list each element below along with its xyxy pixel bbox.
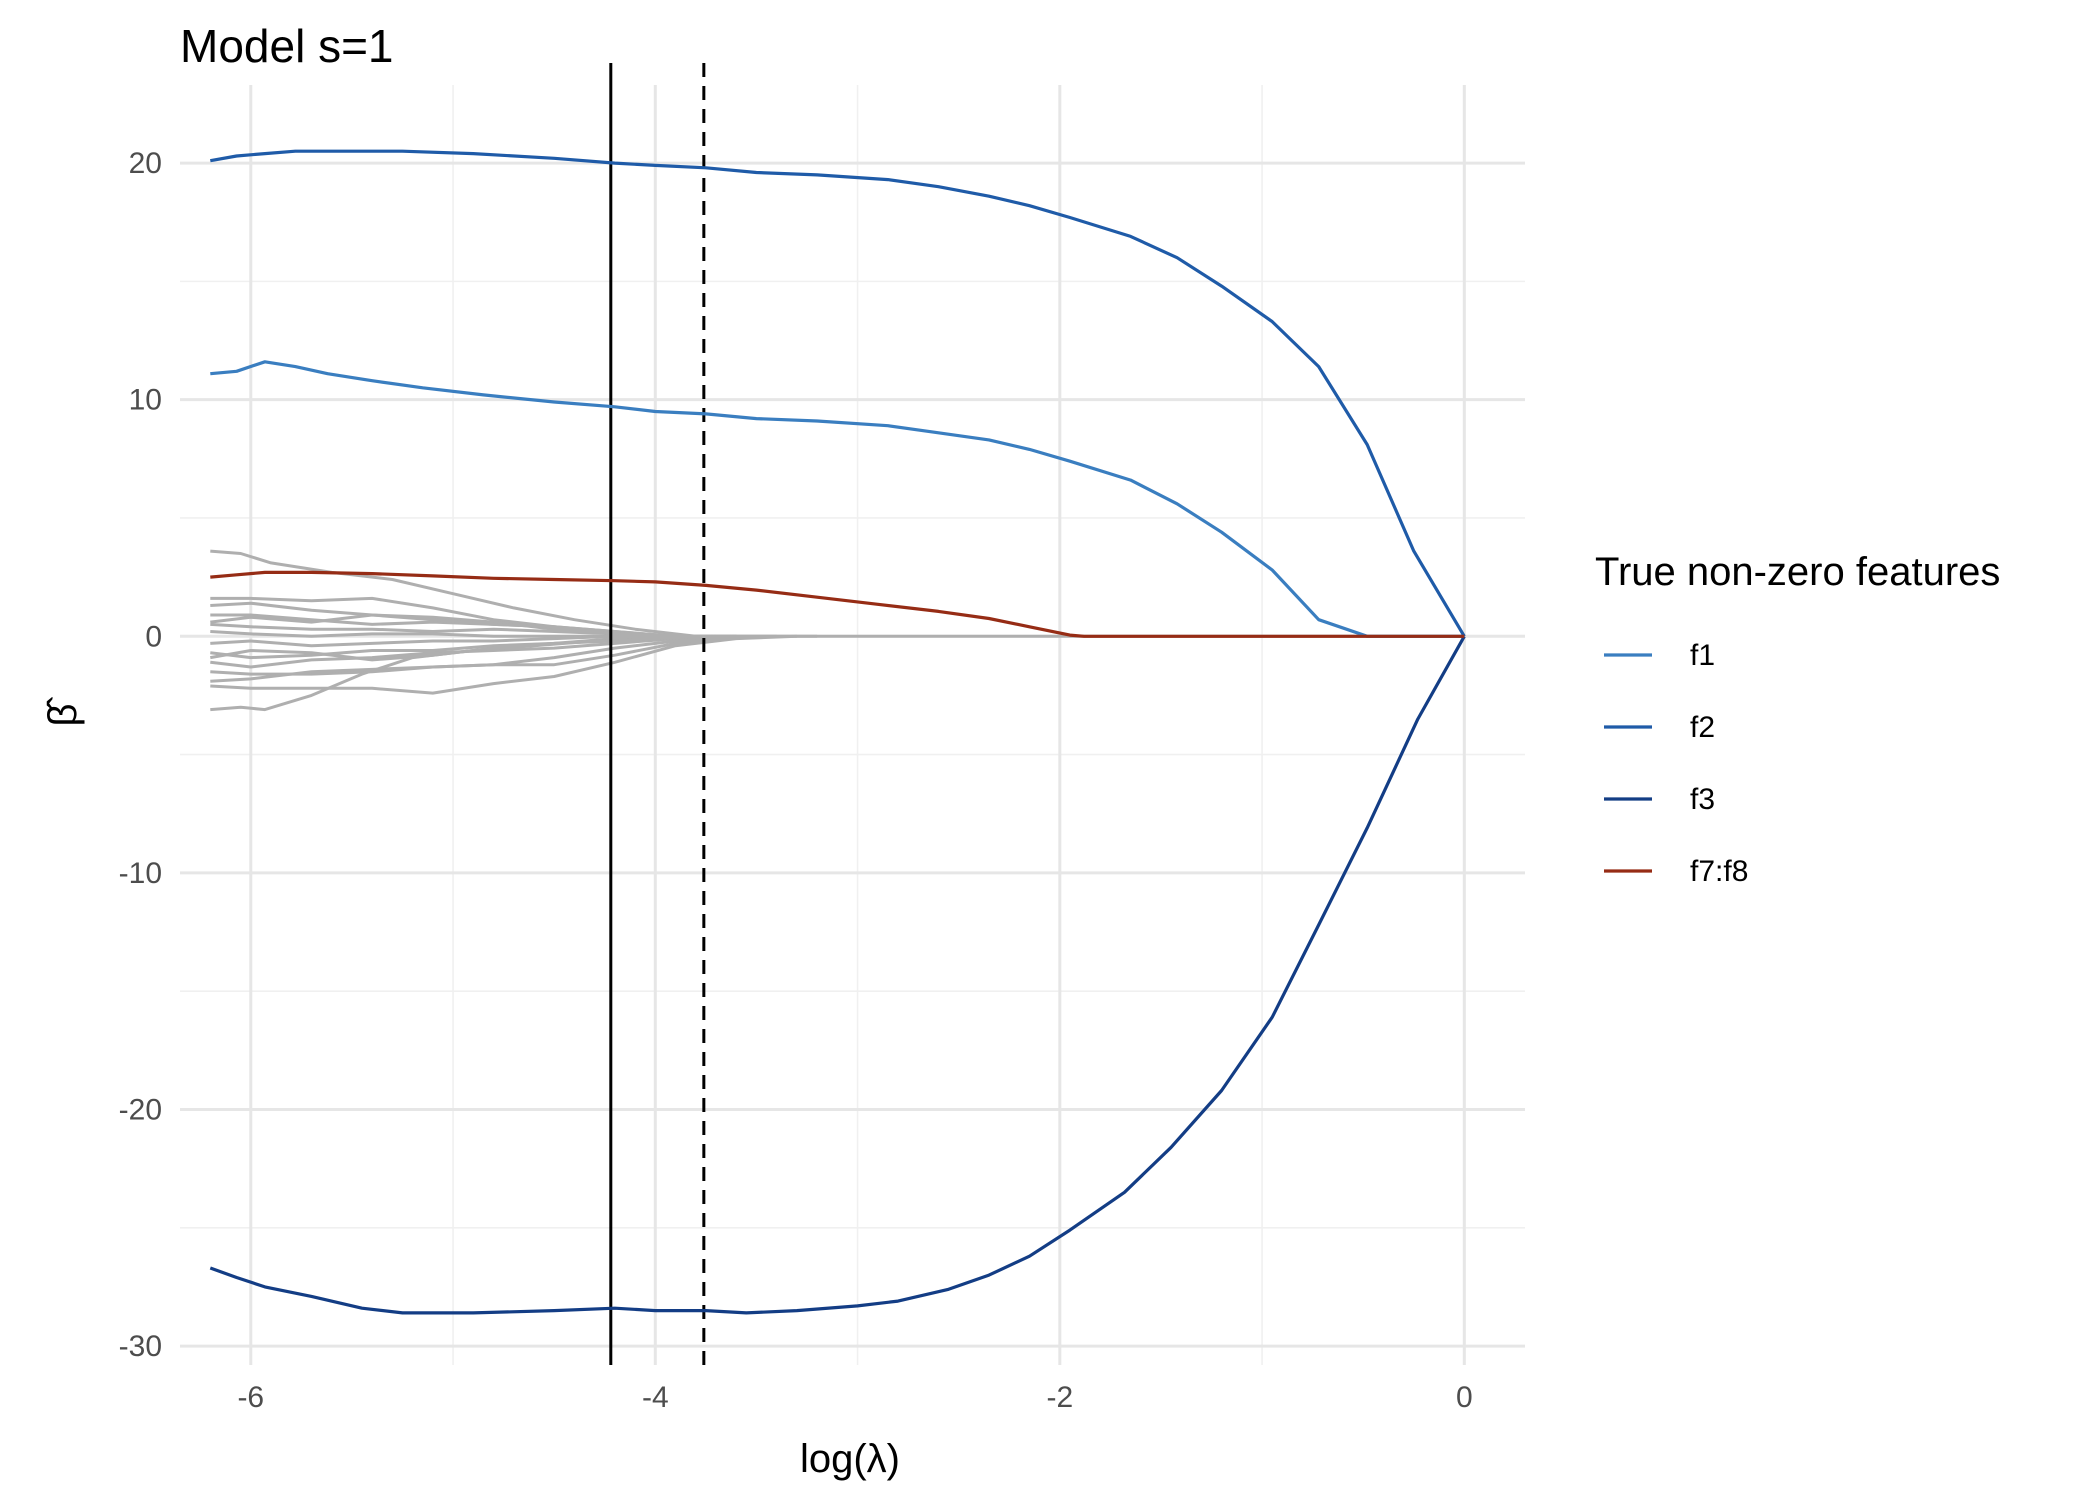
legend-label: f3 <box>1690 783 1715 816</box>
background-path-line <box>210 634 737 662</box>
x-tick-label: -2 <box>1046 1381 1073 1414</box>
legend-label: f7:f8 <box>1690 855 1748 888</box>
series-line-f1 <box>210 360 1465 638</box>
background-path-line <box>210 634 737 683</box>
chart-title: Model s=1 <box>180 20 394 72</box>
background-path-line <box>210 634 797 695</box>
y-axis-label: β̂ <box>41 697 85 727</box>
y-tick-label: -10 <box>119 857 162 890</box>
y-tick-label: 20 <box>129 147 162 180</box>
reference-lines <box>609 63 706 1365</box>
x-tick-label: -6 <box>237 1381 264 1414</box>
legend-title: True non-zero features <box>1595 550 2000 594</box>
y-tick-labels: 20 10 0 -10 -20 -30 <box>119 147 162 1363</box>
series-line-f2 <box>210 149 1466 638</box>
background-coefficient-paths <box>210 549 1465 712</box>
plot-grid <box>180 85 1525 1365</box>
x-tick-labels: -6 -4 -2 0 <box>237 1381 1472 1414</box>
highlighted-coefficient-paths <box>209 149 1466 1315</box>
legend-label: f1 <box>1690 639 1715 672</box>
y-tick-label: 0 <box>145 620 162 653</box>
x-tick-label: -4 <box>642 1381 669 1414</box>
y-tick-label: 10 <box>129 384 162 417</box>
x-tick-label: 0 <box>1456 1381 1473 1414</box>
series-line-f3 <box>209 635 1466 1315</box>
series-line-f7-f8 <box>210 570 1465 638</box>
y-tick-label: -20 <box>119 1093 162 1126</box>
legend-label: f2 <box>1690 711 1715 744</box>
legend: True non-zero features f1 f2 f3 f7:f8 <box>1595 550 2000 888</box>
x-axis-label: log(λ) <box>800 1437 900 1481</box>
y-tick-label: -30 <box>119 1330 162 1363</box>
